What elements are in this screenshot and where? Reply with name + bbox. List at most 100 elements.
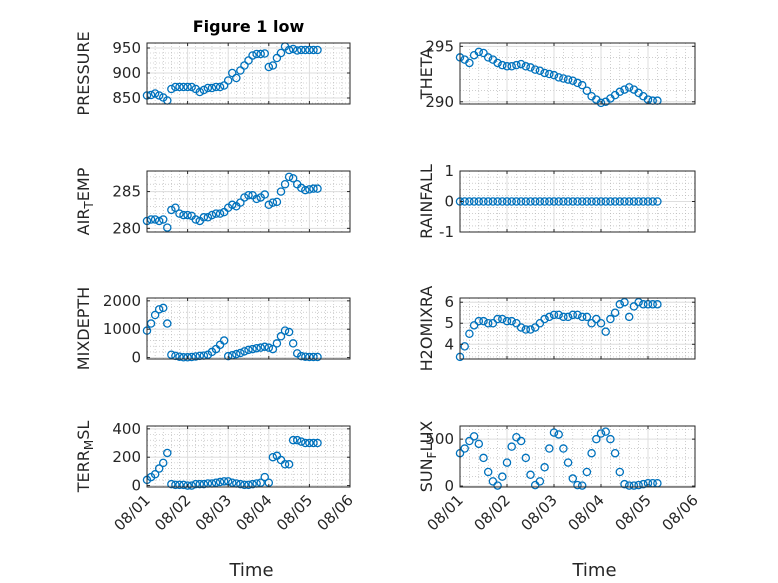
data-point (521, 453, 531, 463)
data-point (502, 458, 512, 467)
data-point (507, 62, 516, 71)
y-axis-label: SUNFLUX (417, 421, 439, 493)
data-point (276, 48, 286, 58)
data-point (512, 197, 521, 206)
data-point (568, 310, 578, 320)
data-point (535, 197, 545, 206)
data-point (175, 480, 184, 490)
data-point (545, 312, 554, 322)
data-point (158, 215, 168, 224)
data-point (244, 345, 253, 355)
data-point (191, 215, 200, 224)
y-tick-label: 500 (425, 430, 454, 448)
data-point (199, 213, 209, 222)
axes-box (146, 170, 351, 233)
data-point (244, 56, 253, 65)
data-point (620, 479, 629, 489)
axes-box (146, 425, 351, 488)
data-point (615, 197, 625, 206)
x-tick-label: 08/05 (612, 491, 655, 534)
x-tick-label: 08/02 (471, 491, 514, 534)
data-point (211, 209, 221, 218)
data-point (288, 339, 298, 348)
data-point (175, 352, 184, 361)
data-point (502, 316, 512, 326)
data-point (512, 318, 521, 328)
data-point (276, 332, 286, 341)
data-point (474, 47, 484, 57)
data-point (232, 349, 241, 359)
y-tick-label: 400 (112, 420, 141, 438)
data-point (516, 323, 526, 332)
data-point (171, 480, 180, 490)
data-point (154, 305, 164, 314)
data-point (582, 197, 592, 206)
data-point (276, 187, 286, 196)
data-point (260, 342, 269, 352)
data-point (549, 70, 559, 80)
data-point (563, 458, 573, 467)
data-point (469, 432, 479, 441)
data-point (587, 318, 596, 328)
data-point (535, 318, 545, 328)
data-point (228, 68, 237, 78)
data-point (240, 480, 249, 490)
data-point (240, 347, 249, 356)
y-tick-label: 0 (444, 193, 454, 211)
data-point (634, 480, 643, 490)
data-point (639, 479, 648, 489)
data-point (195, 87, 205, 97)
data-point (292, 435, 302, 445)
data-point (260, 472, 269, 482)
axes-background (460, 43, 695, 104)
data-point (568, 197, 578, 206)
data-point (256, 343, 265, 352)
data-point (268, 344, 278, 354)
data-point (183, 82, 192, 92)
data-point (203, 213, 213, 222)
y-tick-label: 0 (131, 477, 141, 495)
y-axis-label: PRESSURE (74, 31, 93, 115)
axes-box (146, 297, 351, 360)
data-point (498, 314, 507, 324)
data-point (297, 351, 306, 361)
x-axis-label: Time (571, 560, 616, 581)
data-point (313, 438, 322, 448)
data-point (228, 200, 237, 210)
y-tick-label: 1000 (103, 320, 141, 338)
data-point (610, 448, 620, 458)
data-point (199, 479, 209, 489)
y-tick-label: 200 (112, 448, 141, 466)
y-tick-label: 0 (131, 349, 141, 367)
y-tick-label: 900 (112, 64, 141, 82)
data-point (483, 197, 493, 206)
data-point (211, 82, 221, 92)
data-point (615, 467, 625, 477)
data-point (256, 49, 265, 59)
data-point (305, 45, 314, 55)
data-point (554, 310, 563, 320)
data-point (516, 197, 526, 206)
data-point (563, 312, 573, 322)
data-point (540, 68, 549, 78)
data-point (219, 336, 229, 345)
data-point (554, 73, 563, 82)
data-point (292, 46, 302, 55)
data-point (301, 185, 310, 195)
data-point (516, 436, 526, 446)
data-point (268, 198, 278, 207)
data-point (183, 210, 192, 220)
data-point (587, 448, 596, 458)
axes-box (459, 297, 696, 360)
y-tick-label: 950 (112, 39, 141, 57)
data-point (624, 197, 634, 206)
data-point (512, 60, 521, 70)
data-point (479, 197, 488, 206)
data-point (264, 343, 274, 352)
data-point (284, 327, 294, 337)
data-point (582, 312, 592, 322)
data-point (288, 44, 298, 54)
data-point (154, 464, 164, 473)
data-point (154, 91, 164, 100)
data-point (577, 312, 587, 322)
